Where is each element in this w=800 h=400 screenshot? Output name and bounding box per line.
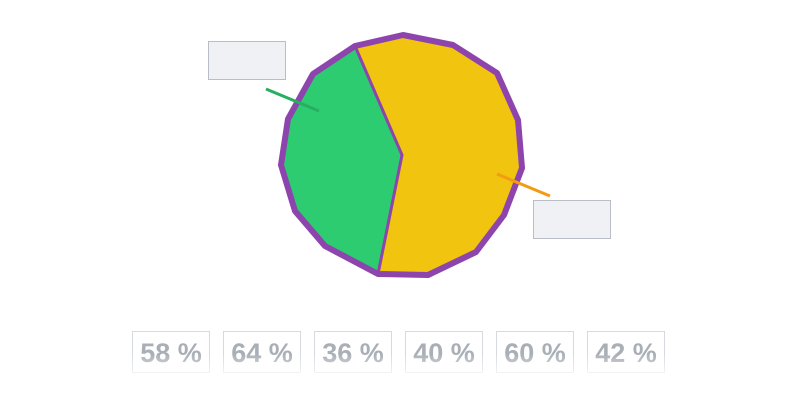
drop-box-yellow[interactable] (533, 200, 611, 239)
green-leader-line (265, 87, 320, 113)
green-slice (281, 46, 402, 274)
yellow-leader-line (496, 172, 551, 198)
slice-divider (353, 45, 404, 275)
pie-outline (278, 32, 525, 278)
option-tile[interactable]: 64 % (223, 331, 301, 373)
option-tile[interactable]: 40 % (405, 331, 483, 373)
option-tile[interactable]: 60 % (496, 331, 574, 373)
yellow-slice (355, 35, 522, 275)
option-tile[interactable]: 58 % (132, 331, 210, 373)
option-tile[interactable]: 42 % (587, 331, 665, 373)
option-tile[interactable]: 36 % (314, 331, 392, 373)
drop-box-green[interactable] (208, 41, 286, 80)
